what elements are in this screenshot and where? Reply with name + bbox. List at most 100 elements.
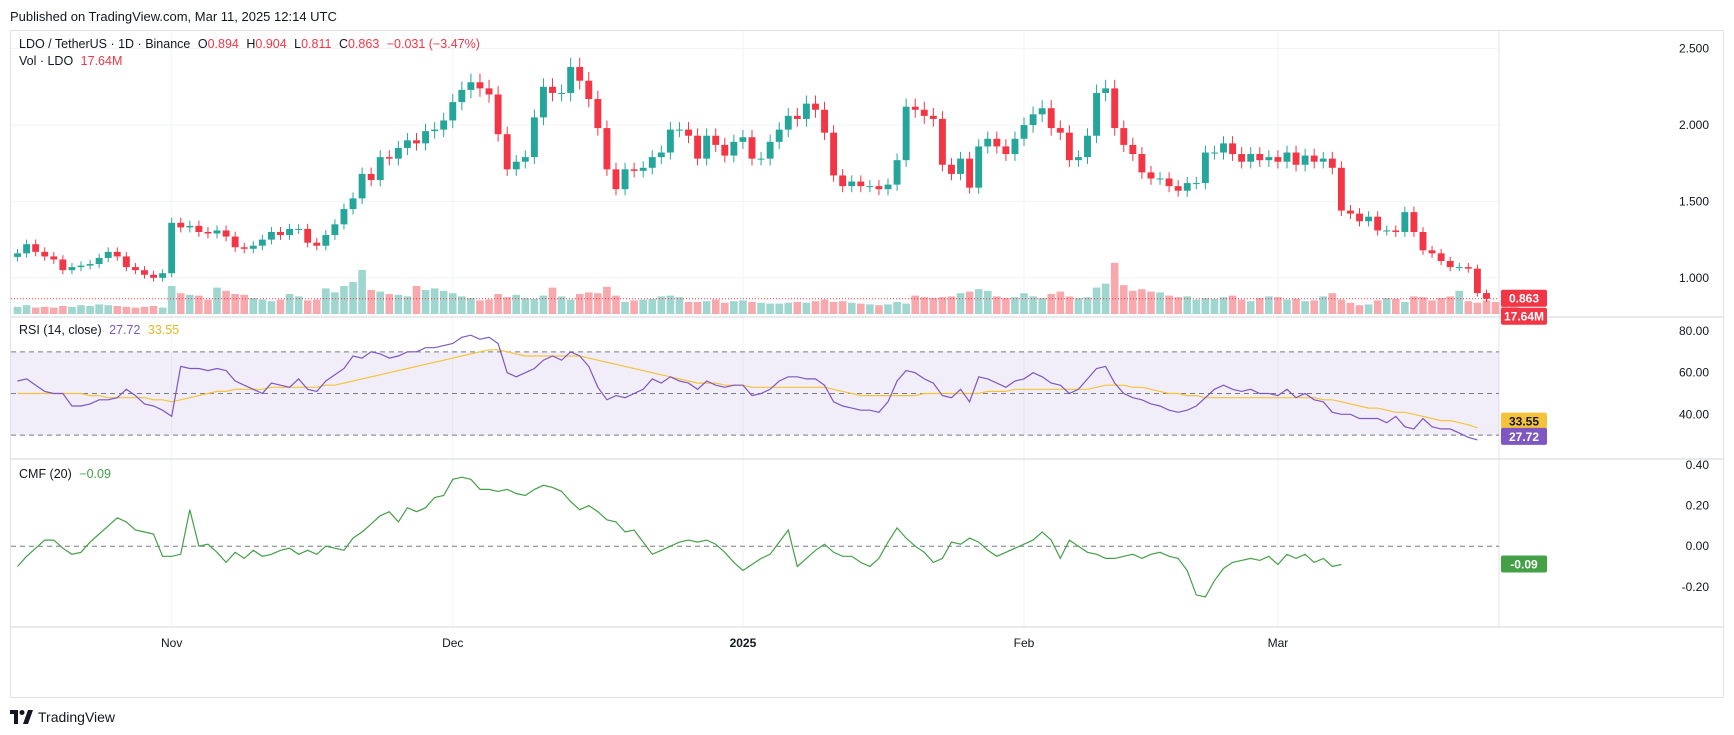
volume-bar <box>412 286 421 314</box>
volume-bar <box>594 293 602 314</box>
candle-body <box>1410 212 1418 232</box>
candle-body <box>893 160 901 185</box>
volume-bar <box>1219 297 1228 314</box>
volume-bar <box>22 305 31 314</box>
candle-body <box>1301 155 1309 165</box>
candle-body <box>32 244 40 252</box>
candle-body <box>50 256 58 260</box>
tradingview-brand[interactable]: TradingView <box>10 709 115 725</box>
volume-bar <box>49 307 58 314</box>
volume-bar <box>811 301 820 314</box>
candle-body <box>1383 230 1391 232</box>
volume-bar <box>566 299 575 314</box>
candle-body <box>1292 152 1300 165</box>
candle-body <box>422 131 430 144</box>
volume-bar <box>59 306 67 314</box>
candle-body <box>131 267 139 271</box>
symbol-label[interactable]: LDO / TetherUS · 1D · Binance <box>19 37 191 51</box>
last-price-label: 0.863 <box>1509 292 1539 306</box>
cmf-value-label: -0.09 <box>1510 557 1538 571</box>
volume-bar <box>983 290 992 314</box>
volume-bar <box>1174 297 1182 314</box>
candle-body <box>1238 154 1246 162</box>
rsi-tick-label: 40.00 <box>1679 407 1709 421</box>
candle-body <box>77 265 85 268</box>
candle-body <box>911 106 919 110</box>
candle-body <box>648 157 656 168</box>
change-value: −0.031 (−3.47%) <box>386 37 480 51</box>
rsi-ma-value: 33.55 <box>147 323 180 337</box>
volume-bar <box>1319 296 1328 314</box>
candle-body <box>712 135 720 145</box>
candle-body <box>122 256 130 268</box>
cmf-label: CMF (20) <box>19 467 72 481</box>
chart-frame[interactable]: 2.500 2.000 1.500 1.000 0.863 17.64M 80.00 60.0… <box>10 30 1724 698</box>
price-chart-svg[interactable]: 2.500 2.000 1.500 1.000 0.863 17.64M 80.00 60.0… <box>11 31 1723 697</box>
volume-bar <box>485 299 493 314</box>
volume-bar <box>1029 296 1037 314</box>
volume-bar <box>1110 262 1119 314</box>
candle-body <box>966 158 974 188</box>
last-volume-tag <box>1501 307 1547 325</box>
volume-bar <box>249 298 258 314</box>
volume-bar <box>612 295 620 314</box>
volume-bar <box>458 296 466 314</box>
candle-body <box>168 222 176 274</box>
volume-bar <box>1500 299 1509 314</box>
candle-body <box>1056 128 1064 133</box>
candle-body <box>104 251 112 258</box>
candle-body <box>757 158 765 160</box>
x-axis-label: Mar <box>1268 636 1289 650</box>
rsi-line <box>17 334 1478 441</box>
candle-body <box>394 147 402 159</box>
candle-body <box>657 152 665 158</box>
candle-body <box>1374 216 1382 231</box>
candle-body <box>1084 135 1091 158</box>
volume-bar <box>186 294 194 314</box>
volume-bar <box>1147 291 1155 314</box>
volume-bar <box>204 299 212 314</box>
volume-bar <box>1337 299 1346 314</box>
volume-bar <box>1083 297 1092 314</box>
cmf-tick-label: -0.20 <box>1682 580 1710 594</box>
candle-body <box>195 225 203 232</box>
rsi-value: 27.72 <box>109 323 141 337</box>
volume-bar <box>494 294 502 314</box>
volume-bar <box>1355 305 1364 314</box>
volume-bar <box>503 297 511 314</box>
volume-bar <box>739 300 747 314</box>
volume-bar <box>294 296 303 314</box>
volume-bar <box>748 302 756 314</box>
volume-bar <box>693 302 702 314</box>
volume-bar <box>1310 300 1318 314</box>
rsi-value-tag <box>1501 427 1547 445</box>
candle-body <box>1347 210 1354 214</box>
volume-bar <box>630 300 638 314</box>
candle-body <box>431 129 439 132</box>
volume-bar <box>666 295 675 314</box>
candle-body <box>558 92 566 94</box>
volume-label: Vol · LDO <box>19 54 74 68</box>
volume-bar <box>521 298 530 314</box>
rsi-value-label: 27.72 <box>1509 430 1539 444</box>
candle-body <box>938 118 946 165</box>
candle-body <box>1147 172 1155 179</box>
candle-body <box>848 181 856 187</box>
candle-body <box>603 128 611 170</box>
volume-bar <box>866 304 874 314</box>
candle-body <box>594 99 602 129</box>
candle-body <box>540 86 547 118</box>
candle-body <box>304 228 312 243</box>
candle-body <box>1047 108 1055 129</box>
volume-bar <box>1002 298 1010 314</box>
volume-bar <box>104 305 113 314</box>
candle-body <box>902 106 910 161</box>
candle-body <box>95 257 103 265</box>
candle-body <box>875 186 883 190</box>
candle-body <box>322 235 330 246</box>
volume-bar <box>367 290 375 314</box>
volume-bar <box>267 301 276 314</box>
candle-body <box>1093 92 1101 136</box>
volume-bar <box>702 301 711 314</box>
rsi-ma-line <box>17 349 1478 429</box>
